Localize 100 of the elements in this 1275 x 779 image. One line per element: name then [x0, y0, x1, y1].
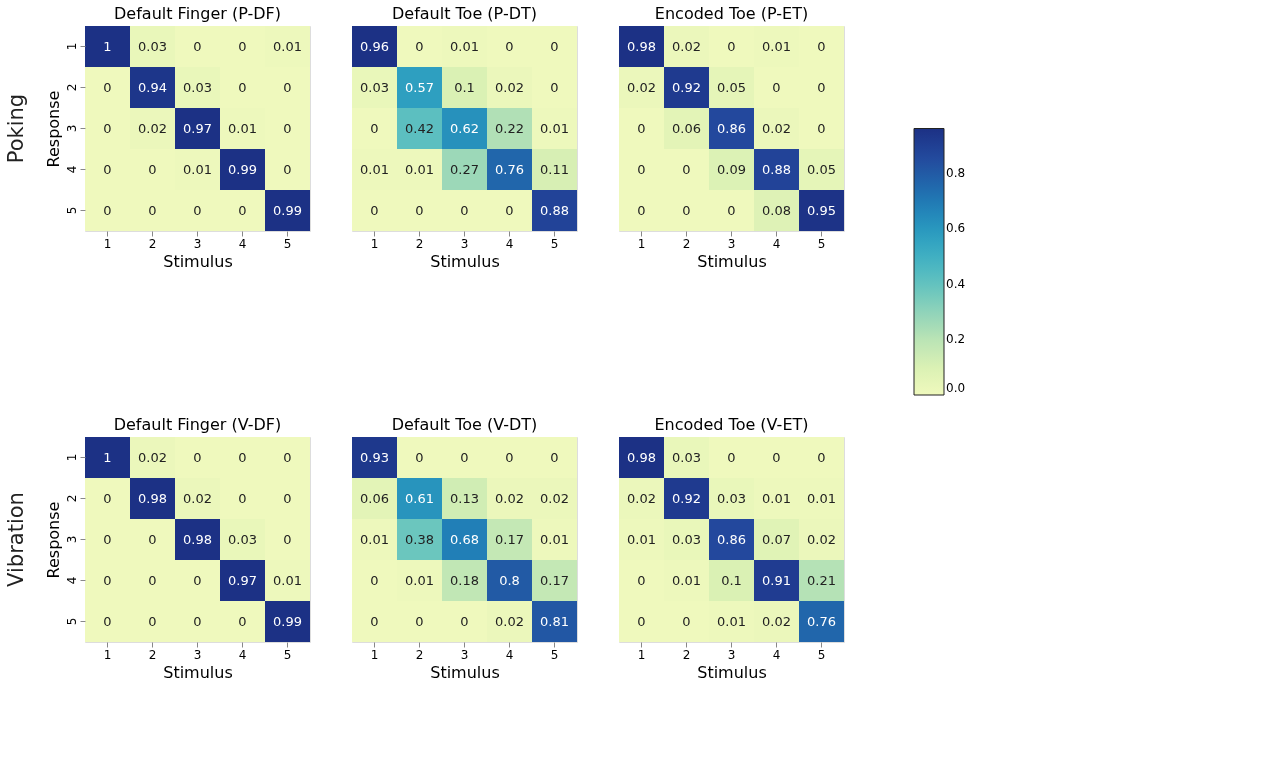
data-label: 0: [637, 120, 646, 136]
data-label: 0: [103, 120, 112, 136]
data-label: 0.05: [717, 79, 746, 95]
y-axis-title: Response: [43, 90, 63, 168]
data-label: 0.02: [183, 490, 212, 506]
x-axis-title: Stimulus: [163, 251, 233, 271]
data-label: 0.95: [807, 202, 836, 218]
data-label: 0.03: [360, 79, 389, 95]
data-label: 0: [637, 572, 646, 588]
data-label: 0.61: [405, 490, 434, 506]
data-label: 0.08: [762, 202, 791, 218]
data-label: 0.98: [183, 531, 212, 547]
data-label: 0.06: [672, 120, 701, 136]
x-tick-label: 1: [637, 236, 646, 251]
data-label: 0.01: [807, 490, 836, 506]
x-tick-label: 3: [460, 647, 469, 662]
data-label: 0.97: [228, 572, 257, 588]
chart-title: Default Finger (V-DF): [113, 415, 282, 434]
data-label: 0.1: [454, 79, 475, 95]
data-label: 0.1: [721, 572, 742, 588]
data-label: 0.99: [228, 161, 257, 177]
data-label: 0.98: [627, 449, 656, 465]
data-label: 0: [817, 120, 826, 136]
data-label: 0: [103, 79, 112, 95]
x-tick-label: 3: [727, 647, 736, 662]
x-tick-label: 5: [550, 647, 559, 662]
color-bar-label: 0.0: [946, 381, 966, 395]
data-label: 0: [370, 120, 379, 136]
data-label: 0.03: [138, 38, 167, 54]
data-label: 0.01: [228, 120, 257, 136]
y-axis-title: Response: [43, 501, 63, 579]
data-label: 0.03: [228, 531, 257, 547]
data-label: 0.97: [183, 120, 212, 136]
chart-title: Default Toe (P-DT): [392, 4, 537, 23]
data-label: 0: [283, 120, 292, 136]
data-label: 0: [550, 79, 559, 95]
data-label: 0.21: [807, 572, 836, 588]
data-label: 0: [283, 161, 292, 177]
x-tick-label: 2: [415, 236, 424, 251]
data-label: 0: [148, 572, 157, 588]
data-label: 0: [238, 38, 247, 54]
data-label: 0.07: [762, 531, 791, 547]
data-label: 0: [772, 449, 781, 465]
data-label: 0.03: [672, 449, 701, 465]
data-label: 0.05: [807, 161, 836, 177]
data-label: 0: [415, 38, 424, 54]
x-tick-label: 2: [415, 647, 424, 662]
x-axis-title: Stimulus: [430, 662, 500, 682]
x-tick-label: 5: [817, 647, 826, 662]
data-label: 0.81: [540, 613, 569, 629]
data-label: 0.93: [360, 449, 389, 465]
data-label: 0: [637, 161, 646, 177]
data-label: 0.92: [672, 79, 701, 95]
color-bar-label: 0.4: [946, 276, 966, 291]
data-label: 0: [283, 449, 292, 465]
data-label: 0.09: [717, 161, 746, 177]
data-label: 0: [460, 202, 469, 218]
data-label: 0.01: [405, 161, 434, 177]
data-label: 0.76: [807, 613, 836, 629]
data-label: 0: [817, 449, 826, 465]
data-label: 0.01: [540, 120, 569, 136]
data-label: 0.62: [450, 120, 479, 136]
data-label: 0.8: [499, 572, 520, 588]
data-label: 0.01: [762, 38, 791, 54]
data-label: 0: [505, 38, 514, 54]
data-label: 0.06: [360, 490, 389, 506]
y-tick-label: 3: [64, 535, 79, 544]
data-label: 0: [727, 202, 736, 218]
data-label: 0.96: [360, 38, 389, 54]
data-label: 0: [415, 202, 424, 218]
data-label: 0.76: [495, 161, 524, 177]
data-label: 0: [682, 161, 691, 177]
x-tick-label: 5: [817, 236, 826, 251]
data-label: 0: [283, 79, 292, 95]
x-axis-title: Stimulus: [697, 662, 767, 682]
data-label: 0.01: [762, 490, 791, 506]
x-tick-label: 3: [460, 236, 469, 251]
x-tick-label: 4: [238, 236, 247, 251]
x-axis-title: Stimulus: [430, 251, 500, 271]
x-tick-label: 2: [148, 647, 157, 662]
x-tick-label: 3: [193, 647, 202, 662]
data-label: 0: [103, 613, 112, 629]
y-tick-label: 5: [64, 617, 79, 626]
x-tick-label: 1: [103, 647, 112, 662]
data-label: 0: [637, 613, 646, 629]
data-label: 0: [103, 490, 112, 506]
data-label: 0.02: [495, 490, 524, 506]
data-label: 0.03: [672, 531, 701, 547]
x-tick-label: 4: [505, 236, 514, 251]
data-label: 0: [817, 79, 826, 95]
data-label: 0.02: [495, 613, 524, 629]
data-label: 0: [637, 202, 646, 218]
data-label: 0.17: [540, 572, 569, 588]
data-label: 0: [148, 613, 157, 629]
x-tick-label: 4: [772, 647, 781, 662]
data-label: 0.57: [405, 79, 434, 95]
data-label: 0.02: [762, 120, 791, 136]
chart-title: Default Finger (P-DF): [114, 4, 281, 23]
data-label: 0.02: [495, 79, 524, 95]
data-label: 0: [415, 613, 424, 629]
